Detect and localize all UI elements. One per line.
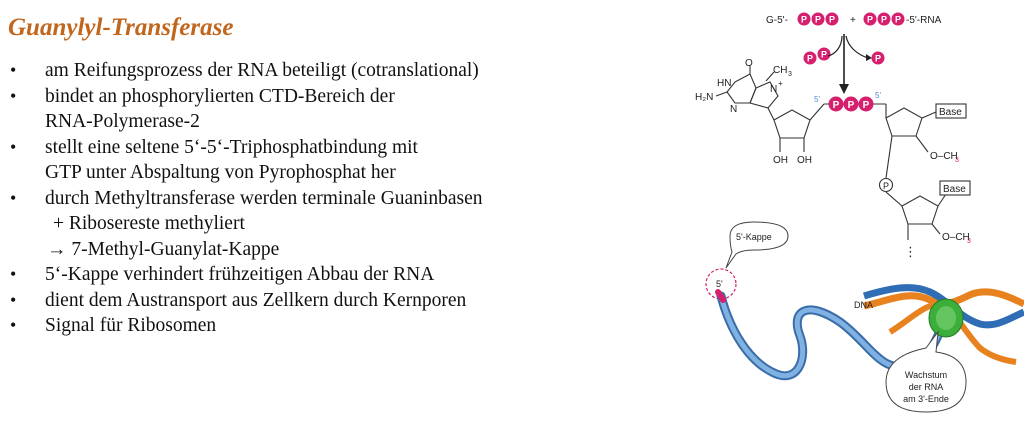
phosphate-icon	[863, 12, 877, 26]
phosphate-icon	[825, 12, 839, 26]
chain-continuation: ⋮	[904, 244, 917, 259]
bullet-line: RNA-Polymerase-2	[45, 111, 200, 132]
phosphate-icon	[878, 177, 894, 193]
base-label: Base	[939, 107, 962, 118]
guanine-n-plus: N	[770, 84, 777, 95]
pyrophosphate-release	[803, 34, 885, 94]
guanine-oxygen: O	[745, 58, 753, 69]
phosphodiester-link: P	[878, 177, 903, 207]
bullet-line: + Ribosereste methyliert	[53, 213, 245, 234]
bullet-item: am Reifungsprozess der RNA beteiligt (co…	[10, 58, 610, 84]
five-prime-end-label: 5'	[716, 279, 723, 289]
dna-label: DNA	[854, 300, 873, 310]
phosphate-icon	[891, 12, 905, 26]
capping-diagram: P G-5'- + -5'-RNA O CH 3 N +	[695, 12, 1024, 413]
bullet-line: GTP unter Abspaltung von Pyrophosphat he…	[45, 162, 396, 183]
base-label: Base	[943, 184, 966, 195]
bullet-item: bindet an phosphorylierten CTD-Bereich d…	[10, 84, 610, 135]
transcription-illustration: 5'-Kappe 5' DNA Wachstum der RNA am 3'-E…	[705, 221, 1024, 413]
phosphate-icon	[843, 96, 859, 112]
reaction-left-label: G-5'-	[766, 15, 788, 26]
bullet-line: Signal für Ribosomen	[45, 315, 217, 336]
triphosphate-bridge: P P P 5'	[824, 91, 886, 112]
och3-subscript: 3	[967, 238, 971, 245]
phosphate-icon	[811, 12, 825, 26]
svg-text:P: P	[833, 100, 840, 111]
phosphate-icon	[797, 12, 811, 26]
cap-label: 5'-Kappe	[736, 232, 772, 242]
svg-text:P: P	[863, 100, 870, 111]
five-prime-label: 5'	[875, 91, 881, 100]
cap-marker	[715, 289, 726, 303]
och3-prefix: O–CH	[930, 151, 958, 162]
phosphate-icon	[858, 96, 874, 112]
guanine-n: N	[730, 104, 737, 115]
bullet-line: am Reifungsprozess der RNA beteiligt (co…	[45, 60, 479, 81]
bullet-line: dient dem Austransport aus Zellkern durc…	[45, 289, 467, 311]
growth-label-line: der RNA	[909, 382, 944, 392]
arrow-down-icon	[839, 84, 849, 94]
phosphate-icon	[877, 12, 891, 26]
cap-highlight	[705, 268, 737, 300]
bullet-item: dient dem Austransport aus Zellkern durc…	[10, 288, 610, 314]
bullet-item: 5‘-Kappe verhindert frühzeitigen Abbau d…	[10, 262, 610, 288]
bullet-line: durch Methyltransferase werden terminale…	[45, 187, 483, 209]
hydroxyl-left: OH	[773, 155, 788, 166]
bullet-line: → 7-Methyl-Guanylat-Kappe	[47, 238, 280, 260]
methyl-subscript: 3	[788, 71, 792, 78]
phosphate-icon	[871, 51, 885, 65]
reaction-equation: G-5'- + -5'-RNA	[766, 12, 942, 26]
guanine-structure: O CH 3 N + HN N H₂N	[695, 58, 792, 121]
five-prime-label: 5'	[814, 95, 820, 104]
phosphate-icon	[828, 96, 844, 112]
bullet-item: durch Methyltransferase werden terminale…	[10, 186, 610, 263]
cap-callout	[725, 221, 789, 269]
och3-prefix: O–CH	[942, 232, 970, 243]
growth-label-line: Wachstum	[905, 370, 947, 380]
page-title: Guanylyl-Transferase	[8, 14, 234, 41]
bullet-line: stellt eine seltene 5‘-5‘-Triphosphatbin…	[45, 136, 418, 158]
growth-callout	[885, 330, 967, 413]
ribose-right-1: Base O–CH 3	[885, 103, 967, 179]
methyl-label: CH	[773, 65, 787, 76]
phosphate-icon	[803, 51, 817, 65]
guanine-hn: HN	[717, 78, 731, 89]
ribose-left: OH OH 5'	[773, 95, 825, 166]
svg-text:P: P	[848, 100, 855, 111]
phosphate-icon	[817, 47, 831, 61]
bullet-line: bindet an phosphorylierten CTD-Bereich d…	[45, 85, 395, 107]
bullet-item: Signal für Ribosomen	[10, 313, 610, 339]
guanine-amine: H₂N	[695, 92, 713, 103]
hydroxyl-right: OH	[797, 155, 812, 166]
reaction-plus: +	[850, 15, 856, 26]
reaction-right-label: -5'-RNA	[906, 15, 942, 26]
bullet-line: 5‘-Kappe verhindert frühzeitigen Abbau d…	[45, 264, 435, 285]
svg-text:P: P	[883, 181, 889, 191]
bullet-list: am Reifungsprozess der RNA beteiligt (co…	[10, 58, 610, 339]
och3-subscript: 3	[955, 157, 959, 164]
bullet-item: stellt eine seltene 5‘-5‘-Triphosphatbin…	[10, 135, 610, 186]
growth-label-line: am 3'-Ende	[903, 394, 949, 404]
ribose-right-2: Base O–CH 3 ⋮	[901, 180, 971, 259]
guanine-charge: +	[778, 79, 783, 88]
